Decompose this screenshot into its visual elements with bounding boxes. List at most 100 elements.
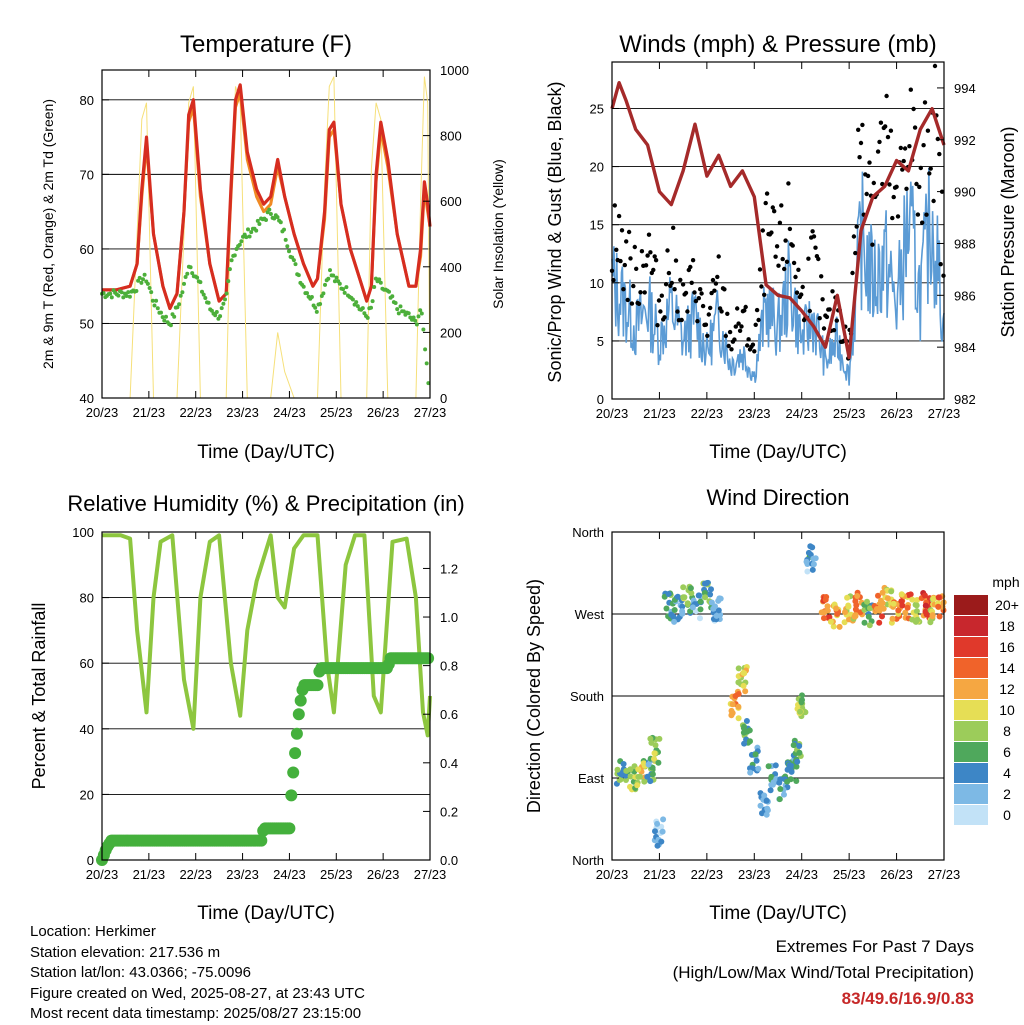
direction-point <box>844 594 851 601</box>
direction-point <box>660 816 667 823</box>
direction-point <box>914 597 921 603</box>
wind-gust-point <box>639 249 645 254</box>
direction-point <box>875 592 881 599</box>
dewpoint-point <box>331 273 336 278</box>
wind-gust-point <box>834 318 839 323</box>
wind-gust-point <box>931 198 936 204</box>
dewpoint-point <box>301 284 306 289</box>
wind-gust-point <box>669 280 674 286</box>
direction-point <box>879 589 886 596</box>
dewpoint-point <box>142 272 147 277</box>
dewpoint-point <box>419 311 424 316</box>
wind-gust-point <box>820 297 825 302</box>
direction-point <box>627 766 634 773</box>
temperature-y2label: Solar Insolation (Yellow) <box>490 159 506 309</box>
y-tick-label: North <box>572 853 604 868</box>
dewpoint-point <box>214 310 219 314</box>
direction-point <box>641 778 648 785</box>
direction-point <box>861 619 868 626</box>
x-tick-label: 20/23 <box>86 867 119 882</box>
dewpoint-point <box>272 216 277 221</box>
dewpoint-point <box>195 275 200 280</box>
dewpoint-point <box>124 294 129 298</box>
direction-panel: Wind Direction 20/23 21/23 22/23 23/23 24/23… <box>524 485 1020 924</box>
direction-point <box>842 609 848 616</box>
dewpoint-point <box>390 294 395 299</box>
wind-gust-point <box>666 270 672 276</box>
wind-gust-point <box>779 203 784 208</box>
wind-gust-point <box>632 244 637 250</box>
direction-point <box>764 805 771 812</box>
wind-gust-point <box>665 248 670 253</box>
rainfall-point <box>294 694 307 707</box>
wind-gust-point <box>920 220 925 225</box>
dewpoint-point <box>370 299 375 304</box>
wind-gust-point <box>907 144 912 149</box>
direction-point <box>747 738 753 745</box>
dewpoint-point <box>423 347 428 352</box>
wind-gust-point <box>914 181 919 187</box>
wind-gust-point <box>854 224 859 229</box>
wind-gust-point <box>695 319 700 324</box>
dewpoint-point <box>141 277 145 282</box>
direction-point <box>663 605 670 612</box>
humidity-panel: Relative Humidity (%) & Precipitation (i… <box>29 491 465 924</box>
direction-point <box>710 605 717 612</box>
colorbar-swatch <box>954 763 988 783</box>
direction-point <box>715 597 722 604</box>
wind-gust-point <box>693 298 699 304</box>
wind-gust-point <box>673 258 679 263</box>
dewpoint-point <box>190 271 195 276</box>
wind-gust-point <box>813 245 818 250</box>
direction-point <box>671 618 678 625</box>
wind-gust-point <box>732 337 737 342</box>
dewpoint-point <box>354 300 359 305</box>
winds-xlabel: Time (Day/UTC) <box>709 442 847 463</box>
wind-gust-point <box>776 263 781 268</box>
direction-point <box>909 596 916 603</box>
dewpoint-point <box>406 311 411 316</box>
direction-point <box>834 611 841 617</box>
y-tick-label: 15 <box>590 218 604 233</box>
y2-tick-label: 200 <box>440 325 462 340</box>
y-tick-label: South <box>570 689 604 704</box>
y2-tick-label: 1000 <box>440 63 469 78</box>
wind-gust-point <box>646 232 652 237</box>
colorbar-label: 14 <box>999 660 1015 676</box>
y-tick-label: 0 <box>87 853 94 868</box>
wind-gust-point <box>763 200 768 206</box>
direction-point <box>741 723 748 730</box>
wind-gust-point <box>735 306 740 311</box>
direction-point <box>759 810 765 817</box>
dewpoint-point <box>355 304 360 309</box>
dewpoint-point <box>398 304 403 309</box>
y-tick-label: 5 <box>597 334 604 349</box>
direction-point <box>803 558 810 565</box>
direction-point <box>824 603 831 610</box>
dewpoint-point <box>239 239 244 244</box>
rh-line <box>102 533 432 738</box>
direction-point <box>836 623 843 630</box>
direction-point <box>867 605 873 612</box>
dewpoint-point <box>278 220 283 225</box>
wind-gust-point <box>651 267 656 273</box>
wind-gust-point <box>799 292 804 297</box>
direction-point <box>715 607 722 614</box>
wind-gust-point <box>737 328 743 333</box>
wind-gust-point <box>685 309 690 314</box>
wind-gust-point <box>762 292 767 297</box>
wind-gust-point <box>723 333 728 339</box>
winds-ylabel: Sonic/Prop Wind & Gust (Blue, Black) <box>545 81 565 382</box>
dewpoint-point <box>396 311 401 316</box>
direction-point <box>728 707 735 714</box>
dewpoint-point <box>249 230 254 235</box>
y-tick-label: 20 <box>80 787 94 802</box>
figure-created: Figure created on Wed, 2025-08-27, at 23… <box>30 984 365 1002</box>
wind-gust-point <box>726 343 731 349</box>
colorbar-label: 2 <box>1003 786 1011 802</box>
station-location: Location: Herkimer <box>30 923 156 940</box>
direction-point <box>697 598 704 605</box>
extremes-values: 83/49.6/16.9/0.83 <box>841 989 974 1008</box>
dewpoint-point <box>424 361 429 366</box>
wind-gust-point <box>652 254 657 259</box>
